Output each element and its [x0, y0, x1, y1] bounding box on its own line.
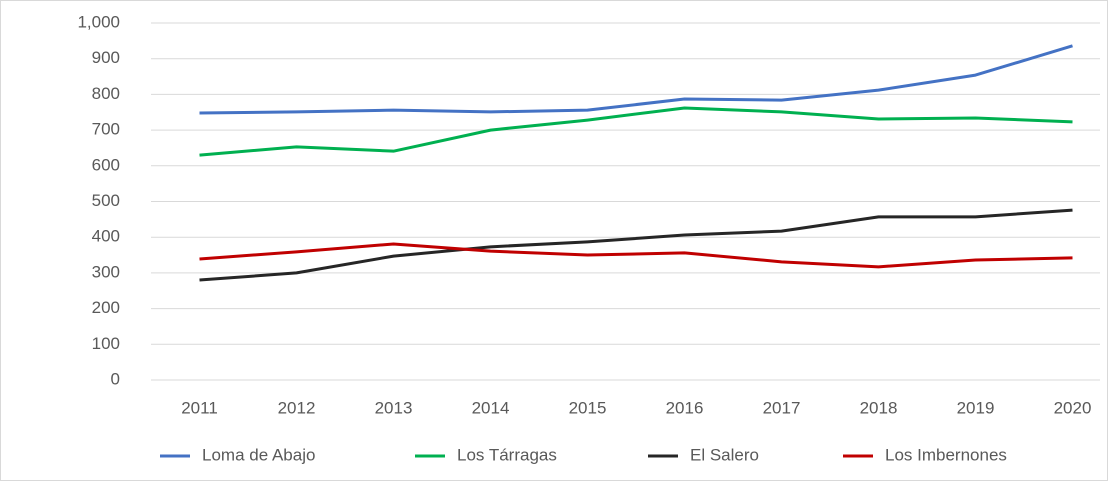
series-line [199, 208, 1073, 282]
x-tick-label: 2020 [1054, 398, 1092, 417]
x-tick-label: 2019 [957, 398, 995, 417]
y-tick-label: 1,000 [77, 12, 120, 31]
x-tick-label: 2014 [472, 398, 510, 417]
x-tick-label: 2012 [278, 398, 316, 417]
x-tick-label: 2013 [375, 398, 413, 417]
y-tick-label: 0 [111, 369, 120, 388]
y-tick-label: 600 [92, 155, 120, 174]
y-tick-label: 200 [92, 298, 120, 317]
x-tick-label: 2011 [181, 398, 218, 417]
legend-label: Los Tárragas [457, 445, 557, 464]
y-tick-label: 700 [92, 120, 120, 139]
x-tick-label: 2018 [860, 398, 898, 417]
legend-label: El Salero [690, 445, 759, 464]
y-tick-label: 900 [92, 48, 120, 67]
x-tick-label: 2015 [569, 398, 607, 417]
y-tick-label: 100 [92, 334, 120, 353]
series-line [199, 44, 1073, 115]
y-tick-label: 400 [92, 227, 120, 246]
y-tick-label: 300 [92, 262, 120, 281]
y-tick-label: 800 [92, 84, 120, 103]
legend-label: Los Imbernones [885, 445, 1007, 464]
legend-label: Loma de Abajo [202, 445, 315, 464]
y-tick-label: 500 [92, 191, 120, 210]
series-line [199, 106, 1073, 157]
series-line [199, 242, 1073, 269]
x-tick-label: 2017 [763, 398, 801, 417]
x-tick-label: 2016 [666, 398, 704, 417]
